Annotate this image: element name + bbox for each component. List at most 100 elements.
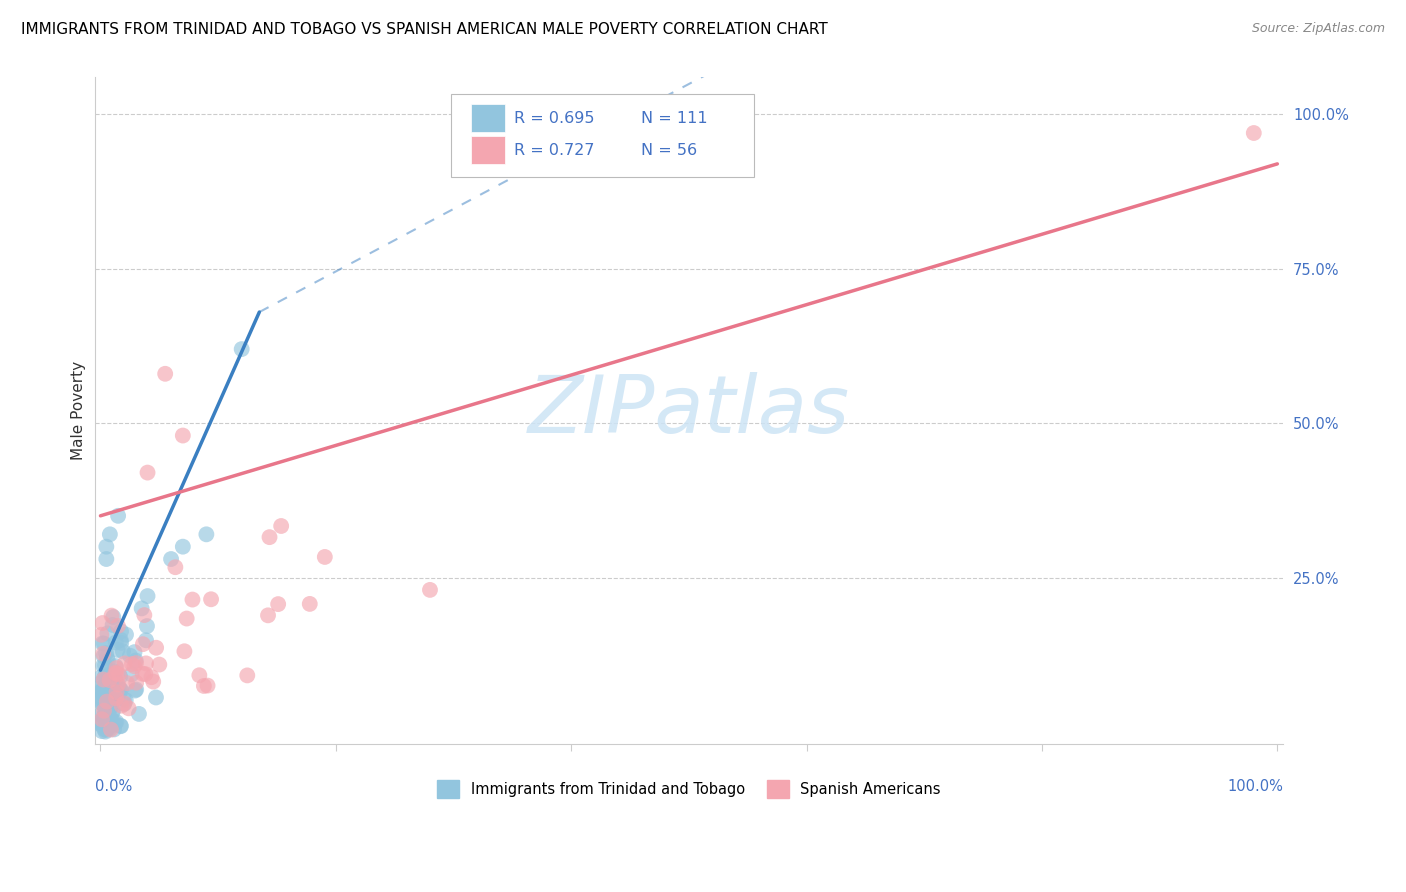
Point [148,657,170,672]
Point [107,619,129,633]
Point [90,717,112,731]
Point [101,618,124,632]
Point [97,654,120,668]
Point [112,697,135,711]
Point [132,666,155,681]
Point [118,701,141,715]
FancyBboxPatch shape [451,95,754,178]
Point [94,668,117,682]
Point [96,626,118,640]
Point [90,686,112,700]
Point [110,683,132,698]
Point [172,540,194,554]
Point [103,610,125,624]
Point [93,709,115,723]
Point [115,627,138,641]
Point [104,716,127,731]
Point [93,689,115,703]
Point [93,681,115,696]
Point [134,608,156,623]
Point [132,637,155,651]
Point [193,679,215,693]
Point [93,636,115,650]
Point [90,707,112,722]
Point [90,690,112,705]
Point [153,367,176,381]
Point [98,686,121,700]
Point [93,680,115,694]
Point [93,698,115,713]
Text: R = 0.695: R = 0.695 [515,111,595,126]
Point [236,668,259,682]
Point [176,611,198,625]
Legend: Immigrants from Trinidad and Tobago, Spanish Americans: Immigrants from Trinidad and Tobago, Spa… [432,774,946,804]
Point [124,659,146,673]
FancyBboxPatch shape [471,104,505,132]
Point [145,690,167,705]
Point [298,597,321,611]
Point [93,670,115,684]
Point [270,519,292,533]
Point [91,658,114,673]
Point [98,701,121,715]
Text: N = 111: N = 111 [641,111,709,126]
Y-axis label: Male Poverty: Male Poverty [72,361,86,460]
Point [98,719,121,733]
Point [93,673,115,687]
Point [257,608,280,623]
Point [121,657,143,671]
Point [134,667,156,681]
Point [97,713,120,727]
Point [93,680,115,694]
Point [124,683,146,698]
Point [110,632,132,647]
Point [90,676,112,690]
Text: ZIPatlas: ZIPatlas [527,372,851,450]
Point [94,697,117,711]
Point [93,649,115,664]
Point [259,530,281,544]
Text: N = 56: N = 56 [641,143,697,158]
Point [94,646,117,660]
Text: 0.0%: 0.0% [94,779,132,794]
Point [96,650,118,665]
Point [96,540,118,554]
Point [93,695,115,709]
Point [115,676,138,690]
Point [96,693,118,707]
Point [105,666,128,681]
Point [90,628,112,642]
Text: Source: ZipAtlas.com: Source: ZipAtlas.com [1251,22,1385,36]
Point [94,724,117,739]
Point [104,673,127,688]
Point [107,643,129,657]
Point [96,702,118,716]
Point [103,723,125,737]
Point [105,661,128,675]
Point [112,697,135,711]
Point [97,671,120,685]
Point [135,657,157,671]
Point [98,722,121,736]
FancyBboxPatch shape [471,136,505,164]
Point [105,691,128,706]
Point [173,644,195,658]
Point [111,644,134,658]
Point [110,698,132,713]
Point [110,624,132,639]
Point [97,718,120,732]
Point [90,724,112,739]
Point [267,597,290,611]
Point [105,714,128,729]
Point [91,647,114,661]
Point [314,549,336,564]
Point [91,615,114,630]
Point [91,683,114,698]
Point [97,718,120,732]
Point [160,552,183,566]
Point [97,692,120,706]
Point [101,687,124,701]
Point [94,706,117,720]
Point [98,712,121,726]
Point [96,695,118,709]
